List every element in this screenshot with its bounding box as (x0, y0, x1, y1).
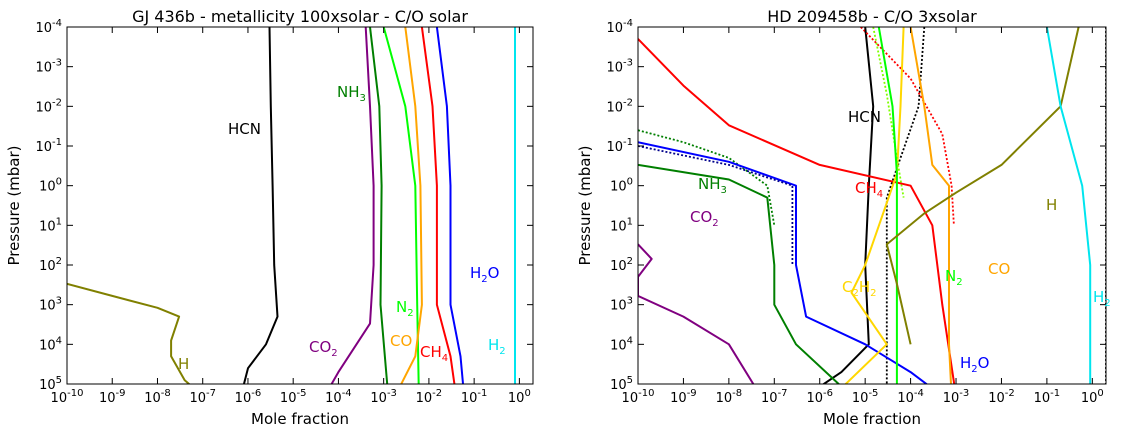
series-line-h (885, 27, 1080, 345)
x-tick-label: 100 (1081, 388, 1104, 406)
series-line-co (909, 27, 953, 384)
series-line-h2 (1045, 27, 1092, 384)
series-line-h (67, 282, 191, 384)
y-tick-label: 10-2 (35, 97, 62, 115)
y-tick-label: 103 (610, 296, 633, 314)
series-label-h2: H2 (488, 336, 506, 357)
series-line-co2 (330, 27, 375, 384)
x-tick-label: 10-10 (51, 388, 84, 406)
y-tick-label: 105 (39, 375, 62, 393)
series-label-ch4: CH4 (855, 179, 883, 200)
x-tick-label: 10-5 (280, 388, 307, 406)
x-tick-label: 10-4 (897, 388, 924, 406)
x-tick-label: 10-2 (988, 388, 1015, 406)
x-tick-label: 10-3 (370, 388, 397, 406)
y-tick-label: 104 (39, 335, 62, 353)
series-line-h2o (638, 141, 929, 384)
series-line-ch4-dotted (860, 27, 955, 226)
y-tick-label: 10-1 (35, 137, 62, 155)
series-label-co2: CO2 (309, 338, 338, 359)
series-label-co2: CO2 (690, 208, 719, 229)
x-axis-label: Mole fraction (251, 410, 349, 428)
series-line-ch4 (638, 38, 956, 384)
x-tick-label: 10-7 (761, 388, 788, 406)
series-line-co2 (638, 243, 755, 384)
series-line-h2o (435, 27, 465, 384)
x-tick-label: 10-1 (1034, 388, 1061, 406)
y-tick-label: 10-1 (606, 137, 633, 155)
series-label-hcn: HCN (228, 120, 261, 138)
y-tick-label: 100 (39, 177, 62, 195)
chart-panel-1: 10-10 10-9 10-8 10-7 10-6 10-5 10-4 10-3 10-2 10-… (5, 7, 534, 428)
y-tick-label: 102 (610, 256, 633, 274)
y-tick-label: 10-4 (35, 18, 62, 36)
y-tick-label: 103 (39, 296, 62, 314)
x-tick-label: 10-4 (325, 388, 352, 406)
series-line-hcn (821, 27, 875, 384)
series-line-nh3 (369, 27, 390, 384)
y-tick-label: 10-4 (606, 18, 633, 36)
x-tick-label: 10-9 (670, 388, 697, 406)
x-tick-label: 100 (508, 388, 531, 406)
series-line-hcn-dotted (885, 27, 926, 384)
plot-frame (66, 26, 534, 385)
series-line-c2h2-dotted (872, 27, 905, 198)
y-tick-label: 10-3 (35, 58, 62, 76)
series-label-nh3: NH3 (337, 83, 366, 104)
series-label-n2: N2 (945, 267, 963, 288)
series-line-co (400, 27, 423, 384)
y-tick-label: 10-2 (606, 97, 633, 115)
series-line-nh3 (638, 163, 841, 384)
y-tick-label: 102 (39, 256, 62, 274)
plot-frame (637, 26, 1107, 385)
series-line-h2o-dotted (638, 145, 794, 265)
series-label-c2h2: C2H2 (842, 278, 877, 299)
series-label-co: CO (988, 260, 1010, 278)
x-tick-label: 10-5 (852, 388, 879, 406)
series-line-hcn (242, 27, 279, 384)
series-line-n2 (877, 27, 898, 384)
series-line-ch4 (420, 27, 456, 384)
y-axis-label: Pressure (mbar) (5, 145, 23, 265)
series-label-h2: H2 (1093, 288, 1111, 309)
series-label-h: H (178, 355, 189, 373)
y-tick-label: 104 (610, 335, 633, 353)
x-tick-label: 10-8 (144, 388, 171, 406)
series-label-h2o: H2O (470, 264, 499, 285)
series-label-co: CO (390, 332, 412, 350)
x-tick-label: 10-8 (716, 388, 743, 406)
x-tick-label: 10-9 (99, 388, 126, 406)
series-group (638, 27, 1106, 384)
x-tick-label: 10-6 (806, 388, 833, 406)
chart-title: GJ 436b - metallicity 100xsolar - C/O so… (132, 7, 468, 26)
x-tick-label: 10-1 (461, 388, 488, 406)
series-line-c2h2 (844, 27, 905, 384)
y-tick-label: 101 (39, 216, 62, 234)
x-tick-label: 10-3 (943, 388, 970, 406)
x-tick-label: 10-7 (189, 388, 216, 406)
y-axis-label: Pressure (mbar) (576, 145, 594, 265)
x-tick-label: 10-10 (622, 388, 655, 406)
series-group (67, 27, 516, 384)
series-label-n2: N2 (396, 298, 414, 319)
y-tick-label: 100 (610, 177, 633, 195)
chart-title: HD 209458b - C/O 3xsolar (767, 7, 977, 26)
series-label-h: H (1046, 196, 1057, 214)
series-label-ch4: CH4 (420, 343, 448, 364)
y-tick-label: 101 (610, 216, 633, 234)
chart-panel-2: 10-10 10-9 10-8 10-7 10-6 10-5 10-4 10-3 10-2 10-… (576, 7, 1111, 428)
y-tick-label: 105 (610, 375, 633, 393)
x-axis-label: Mole fraction (823, 410, 921, 428)
series-label-nh3: NH3 (698, 175, 727, 196)
x-tick-label: 10-6 (235, 388, 262, 406)
series-label-hcn: HCN (848, 108, 881, 126)
y-tick-label: 10-3 (606, 58, 633, 76)
series-label-h2o: H2O (960, 354, 989, 375)
x-tick-label: 10-2 (416, 388, 443, 406)
